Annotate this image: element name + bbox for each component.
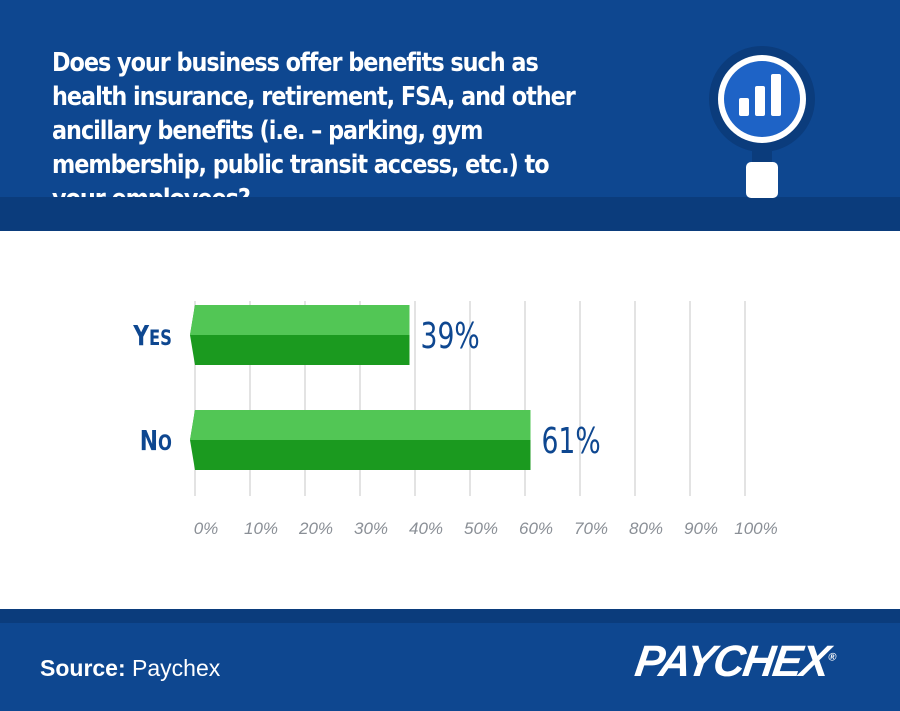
value-label: 39% bbox=[421, 316, 480, 357]
bars bbox=[190, 305, 531, 470]
x-tick-label: 70% bbox=[574, 519, 608, 538]
chart-labels: YES 39% NO 61% bbox=[132, 316, 600, 462]
bar-highlight bbox=[190, 410, 531, 440]
x-tick-label: 90% bbox=[684, 519, 718, 538]
logo-text: PAYCHEX bbox=[632, 637, 832, 686]
bar-chart: YES 39% NO 61% 0% 10% 20% 30% 40% 50% 60% 70% 80% 90… bbox=[132, 301, 778, 538]
x-tick-label: 60% bbox=[519, 519, 553, 538]
source-label: Source: bbox=[40, 655, 126, 681]
x-tick-label: 30% bbox=[354, 519, 388, 538]
x-tick-label: 20% bbox=[298, 519, 333, 538]
registered-mark: ® bbox=[827, 651, 838, 664]
magnifier-bar-chart-icon bbox=[709, 46, 815, 198]
x-tick-label: 0% bbox=[194, 519, 219, 538]
value-label: 61% bbox=[542, 421, 601, 462]
bar-yes bbox=[190, 305, 410, 365]
category-label: NO bbox=[140, 424, 172, 456]
x-tick-label: 80% bbox=[629, 519, 663, 538]
bar-highlight bbox=[190, 305, 410, 335]
bar-no bbox=[190, 410, 531, 470]
survey-question: Does your business offer benefits such a… bbox=[52, 48, 576, 214]
x-tick-label: 50% bbox=[464, 519, 498, 538]
x-tick-label: 100% bbox=[734, 519, 777, 538]
header-banner: Does your business offer benefits such a… bbox=[0, 0, 900, 231]
category-label: YES bbox=[132, 319, 172, 351]
x-axis-ticks: 0% 10% 20% 30% 40% 50% 60% 70% 80% 90% 100% bbox=[194, 519, 778, 538]
paychex-logo: PAYCHEX® bbox=[632, 637, 839, 687]
footer-band bbox=[0, 609, 900, 623]
header-band bbox=[0, 197, 900, 231]
x-tick-label: 40% bbox=[409, 519, 443, 538]
x-tick-label: 10% bbox=[244, 519, 278, 538]
source-line: Source: Paychex bbox=[40, 655, 220, 682]
footer bbox=[0, 609, 900, 711]
source-value: Paychex bbox=[132, 655, 221, 681]
